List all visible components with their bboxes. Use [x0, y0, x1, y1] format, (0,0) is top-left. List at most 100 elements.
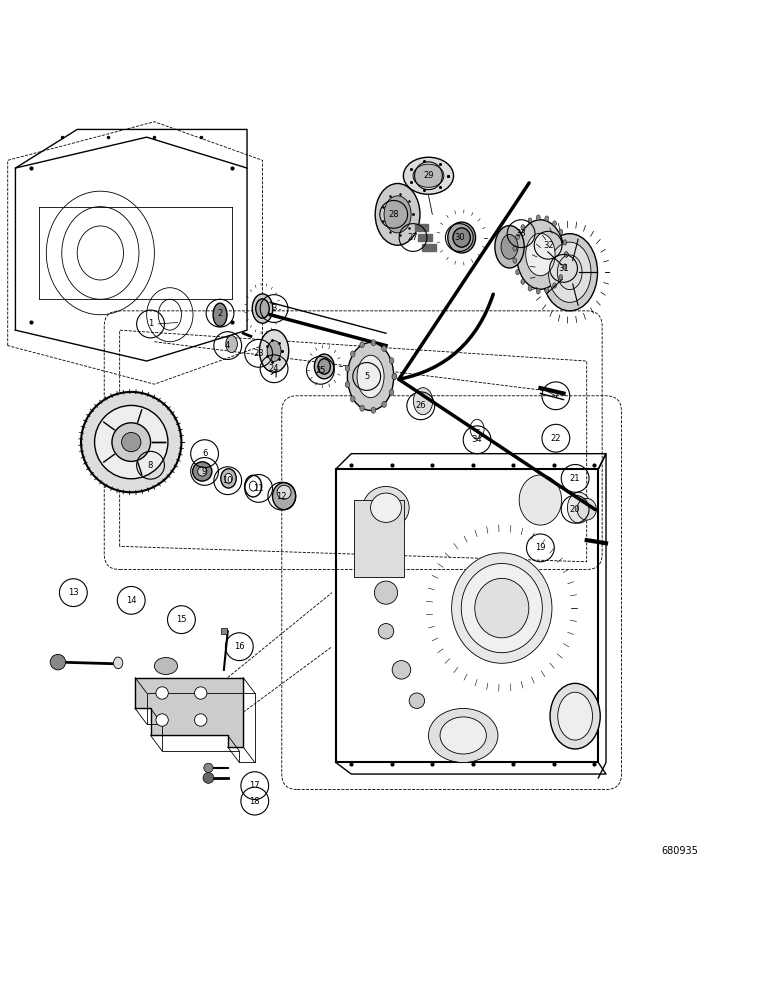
Ellipse shape [371, 407, 376, 413]
Ellipse shape [537, 289, 540, 294]
Text: 4: 4 [225, 341, 230, 350]
Ellipse shape [448, 222, 476, 253]
Ellipse shape [350, 351, 355, 357]
Text: 15: 15 [176, 615, 187, 624]
Text: 29: 29 [423, 171, 434, 180]
Text: 24: 24 [269, 364, 279, 373]
Circle shape [203, 773, 214, 783]
Ellipse shape [545, 288, 549, 293]
Text: 14: 14 [126, 596, 137, 605]
Circle shape [156, 714, 168, 726]
Ellipse shape [371, 340, 376, 346]
Circle shape [195, 687, 207, 699]
Ellipse shape [452, 553, 552, 663]
Circle shape [50, 654, 66, 670]
Bar [418, 234, 432, 241]
Ellipse shape [221, 469, 236, 488]
Ellipse shape [198, 467, 207, 476]
Text: 22: 22 [550, 434, 561, 443]
Text: 9: 9 [202, 467, 207, 476]
Ellipse shape [371, 493, 401, 522]
Text: 28: 28 [388, 210, 399, 219]
Ellipse shape [545, 216, 549, 221]
Ellipse shape [440, 717, 486, 754]
Ellipse shape [121, 432, 141, 452]
Ellipse shape [225, 473, 232, 483]
Text: 1: 1 [148, 319, 153, 328]
Ellipse shape [548, 242, 591, 302]
Ellipse shape [357, 355, 384, 398]
Text: 25: 25 [315, 366, 326, 375]
Text: 27: 27 [408, 233, 418, 242]
Ellipse shape [559, 229, 563, 234]
Text: 32: 32 [543, 241, 554, 250]
Text: 10: 10 [222, 476, 233, 485]
Bar [415, 224, 428, 231]
Circle shape [392, 661, 411, 679]
Text: 2: 2 [218, 309, 222, 318]
Polygon shape [135, 678, 243, 747]
Ellipse shape [564, 252, 568, 257]
Circle shape [374, 581, 398, 604]
Ellipse shape [537, 215, 540, 220]
Ellipse shape [521, 279, 525, 284]
Ellipse shape [392, 373, 397, 380]
Ellipse shape [277, 485, 291, 499]
Circle shape [204, 763, 213, 773]
Ellipse shape [345, 365, 350, 371]
Ellipse shape [318, 359, 330, 374]
Ellipse shape [453, 228, 470, 247]
Circle shape [156, 687, 168, 699]
Ellipse shape [577, 498, 596, 520]
Ellipse shape [192, 462, 212, 481]
Ellipse shape [513, 258, 516, 263]
Ellipse shape [259, 330, 289, 372]
Ellipse shape [314, 354, 334, 379]
Text: 7: 7 [554, 391, 558, 400]
Bar [422, 244, 436, 251]
Ellipse shape [413, 164, 444, 187]
Text: 680935: 680935 [661, 846, 698, 856]
Ellipse shape [567, 492, 591, 523]
Ellipse shape [384, 196, 411, 233]
Text: 6: 6 [202, 449, 207, 458]
Ellipse shape [225, 336, 237, 353]
Ellipse shape [94, 405, 168, 479]
Ellipse shape [462, 563, 542, 653]
Ellipse shape [564, 252, 568, 257]
Ellipse shape [113, 657, 123, 669]
Ellipse shape [381, 345, 386, 352]
Ellipse shape [345, 382, 350, 388]
Ellipse shape [563, 264, 567, 269]
Ellipse shape [347, 343, 394, 410]
Ellipse shape [553, 283, 557, 288]
Ellipse shape [563, 240, 567, 245]
Ellipse shape [526, 233, 555, 276]
Ellipse shape [375, 183, 420, 245]
Ellipse shape [267, 341, 281, 361]
Text: 31: 31 [558, 264, 569, 273]
Ellipse shape [528, 286, 532, 291]
Circle shape [378, 624, 394, 639]
Ellipse shape [516, 234, 520, 240]
Text: 13: 13 [68, 588, 79, 597]
Ellipse shape [414, 388, 432, 415]
Ellipse shape [392, 373, 397, 380]
Text: 23: 23 [253, 349, 264, 358]
Ellipse shape [360, 342, 364, 348]
Circle shape [409, 693, 425, 708]
Ellipse shape [389, 358, 394, 364]
Ellipse shape [428, 708, 498, 762]
Text: 34: 34 [472, 435, 482, 444]
Ellipse shape [557, 255, 582, 290]
Ellipse shape [360, 405, 364, 411]
Ellipse shape [559, 275, 563, 280]
Ellipse shape [350, 396, 355, 402]
Text: 5: 5 [364, 372, 369, 381]
Ellipse shape [557, 692, 592, 740]
Ellipse shape [256, 299, 269, 318]
Text: 8: 8 [148, 461, 153, 470]
Ellipse shape [475, 578, 529, 638]
Ellipse shape [501, 234, 518, 259]
Text: 11: 11 [253, 484, 264, 493]
